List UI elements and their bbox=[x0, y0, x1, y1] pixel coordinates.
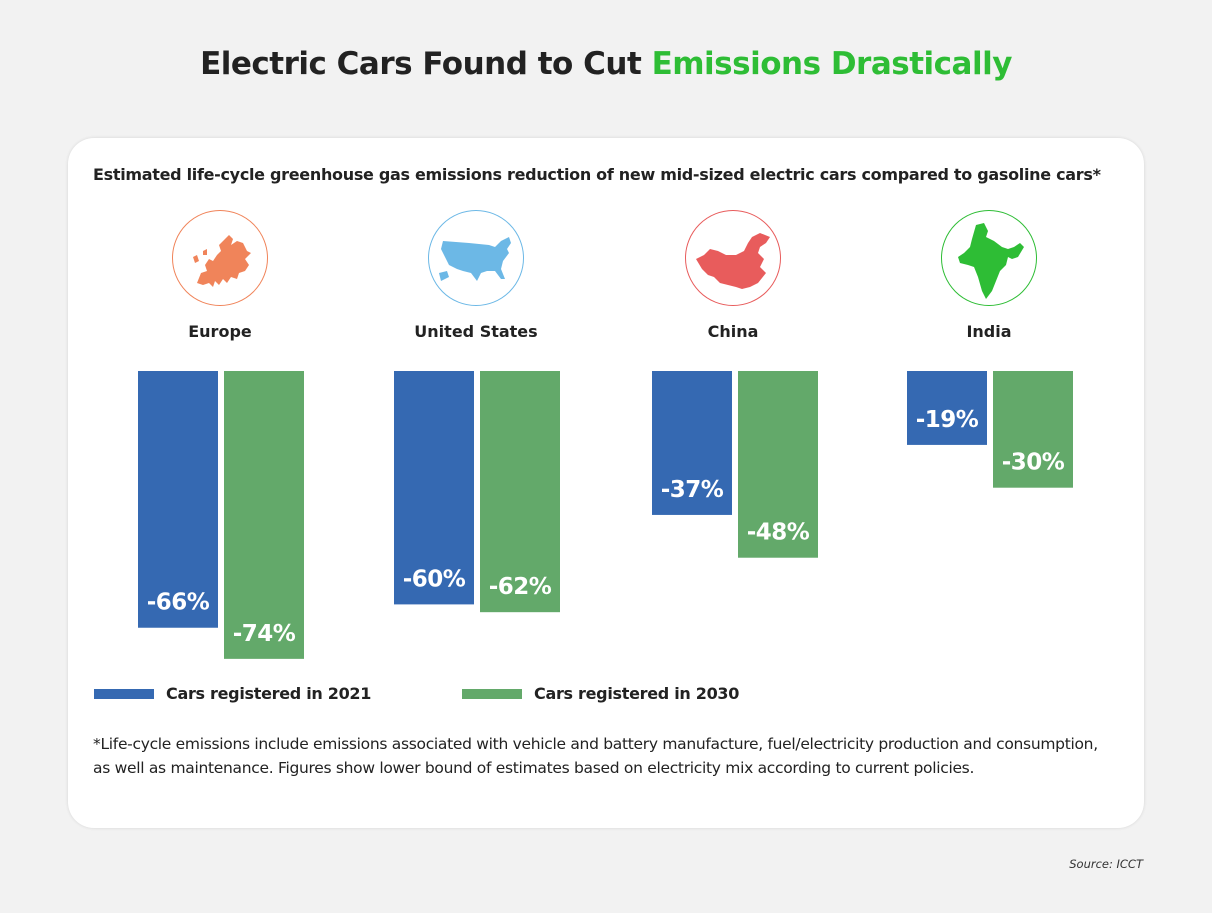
legend-item-2021: Cars registered in 2021 bbox=[94, 684, 371, 703]
bar-india-2030 bbox=[993, 371, 1073, 488]
region-china: China bbox=[633, 210, 833, 341]
data-label-china-2030: -48% bbox=[747, 520, 810, 546]
footnote: *Life-cycle emissions include emissions … bbox=[93, 735, 1098, 777]
region-label: United States bbox=[414, 322, 538, 341]
bar-china-2021 bbox=[652, 371, 732, 515]
data-label-united-states-2021: -60% bbox=[403, 566, 466, 592]
source-credit: Source: ICCT bbox=[1069, 857, 1143, 871]
chart-subtitle: Estimated life-cycle greenhouse gas emis… bbox=[93, 165, 1101, 184]
region-label: China bbox=[707, 322, 759, 341]
data-label-india-2030: -30% bbox=[1002, 450, 1065, 476]
title-accent: Emissions Drastically bbox=[651, 46, 1013, 82]
bar-china-2030 bbox=[738, 371, 818, 558]
region-europe: Europe bbox=[120, 210, 320, 341]
china-map-icon bbox=[685, 210, 781, 306]
bar-united-states-2030 bbox=[480, 371, 560, 613]
india-map-icon bbox=[941, 210, 1037, 306]
legend-swatch-2021 bbox=[94, 688, 154, 699]
title-main: Electric Cars Found to Cut bbox=[200, 46, 642, 82]
europe-map-icon bbox=[172, 210, 268, 306]
chart-card: Estimated life-cycle greenhouse gas emis… bbox=[68, 138, 1144, 828]
region-label: India bbox=[966, 322, 1012, 341]
region-india: India bbox=[889, 210, 1089, 341]
page-title: Electric Cars Found to Cut Emissions Dra… bbox=[0, 46, 1212, 82]
region-united-states: United States bbox=[376, 210, 576, 341]
data-label-europe-2030: -74% bbox=[233, 621, 296, 647]
bar-europe-2021 bbox=[138, 371, 218, 628]
bar-india-2021 bbox=[907, 371, 987, 445]
data-label-india-2021: -19% bbox=[916, 407, 979, 433]
bar-united-states-2021 bbox=[394, 371, 474, 605]
usa-map-icon bbox=[428, 210, 524, 306]
region-label: Europe bbox=[188, 322, 252, 341]
data-label-europe-2021: -66% bbox=[147, 590, 210, 616]
data-label-united-states-2030: -62% bbox=[489, 574, 552, 600]
data-label-china-2021: -37% bbox=[661, 477, 724, 503]
bar-chart: -66% -74% -60% -62% -37% -48% -19% -30% bbox=[138, 371, 1073, 659]
bar-europe-2030 bbox=[224, 371, 304, 659]
legend-item-2030: Cars registered in 2030 bbox=[462, 684, 739, 703]
legend-swatch-2030 bbox=[462, 688, 522, 699]
legend-label-2021: Cars registered in 2021 bbox=[166, 684, 372, 703]
legend-label-2030: Cars registered in 2030 bbox=[534, 684, 740, 703]
